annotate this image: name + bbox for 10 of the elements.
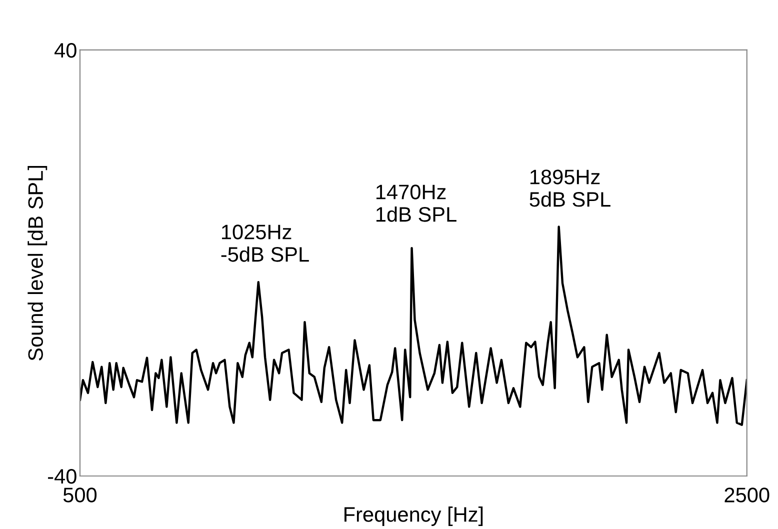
annotation: 1025Hz -5dB SPL: [221, 224, 309, 262]
y-axis-title: Sound level [dB SPL]: [28, 166, 48, 360]
x-axis-title: Frequency [Hz]: [344, 506, 483, 526]
x-tick-label: 500: [63, 488, 97, 502]
x-tick-label: 2500: [724, 488, 770, 502]
annotation: 1895Hz 5dB SPL: [530, 170, 610, 207]
annotation: 1470Hz 1dB SPL: [376, 184, 456, 222]
y-tick-label: 40: [54, 42, 76, 58]
line-series: [80, 226, 747, 426]
y-tick-label: -40: [48, 468, 76, 484]
